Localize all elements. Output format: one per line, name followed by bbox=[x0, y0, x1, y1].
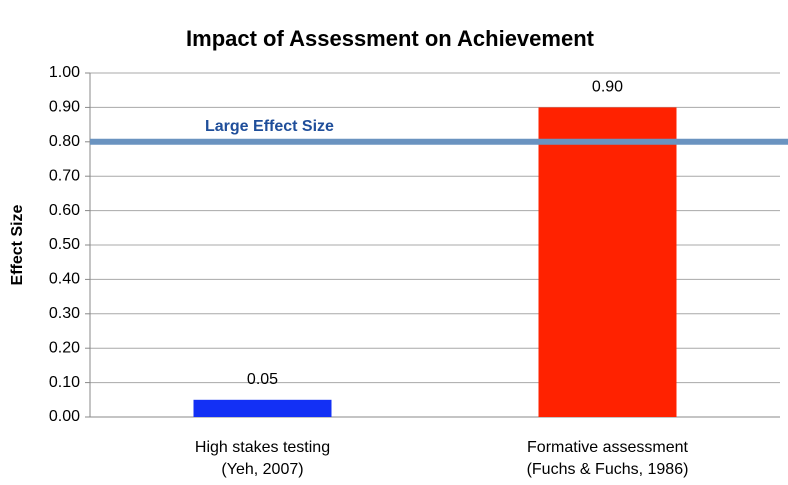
y-tick-label: 0.70 bbox=[49, 167, 80, 184]
data-label: 0.90 bbox=[592, 79, 623, 96]
chart-title: Impact of Assessment on Achievement bbox=[186, 26, 595, 51]
y-tick-label: 0.80 bbox=[49, 133, 80, 150]
y-tick-label: 0.90 bbox=[49, 99, 80, 116]
y-tick-label: 0.50 bbox=[49, 236, 80, 253]
reference-label: Large Effect Size bbox=[205, 118, 334, 135]
y-tick-label: 0.00 bbox=[49, 408, 80, 425]
data-label: 0.05 bbox=[247, 371, 278, 388]
y-axis-label: Effect Size bbox=[9, 204, 26, 285]
bar bbox=[193, 399, 332, 417]
y-tick-label: 0.40 bbox=[49, 271, 80, 288]
y-tick-label: 0.10 bbox=[49, 374, 80, 391]
x-tick-label: Formative assessment bbox=[527, 439, 688, 456]
x-tick-label: (Fuchs & Fuchs, 1986) bbox=[527, 461, 689, 478]
bar bbox=[538, 107, 677, 418]
y-tick-label: 0.60 bbox=[49, 202, 80, 219]
y-tick-label: 0.20 bbox=[49, 339, 80, 356]
x-tick-label: High stakes testing bbox=[195, 439, 330, 456]
y-tick-label: 0.30 bbox=[49, 305, 80, 322]
x-tick-label: (Yeh, 2007) bbox=[221, 461, 303, 478]
y-tick-label: 1.00 bbox=[49, 64, 80, 81]
